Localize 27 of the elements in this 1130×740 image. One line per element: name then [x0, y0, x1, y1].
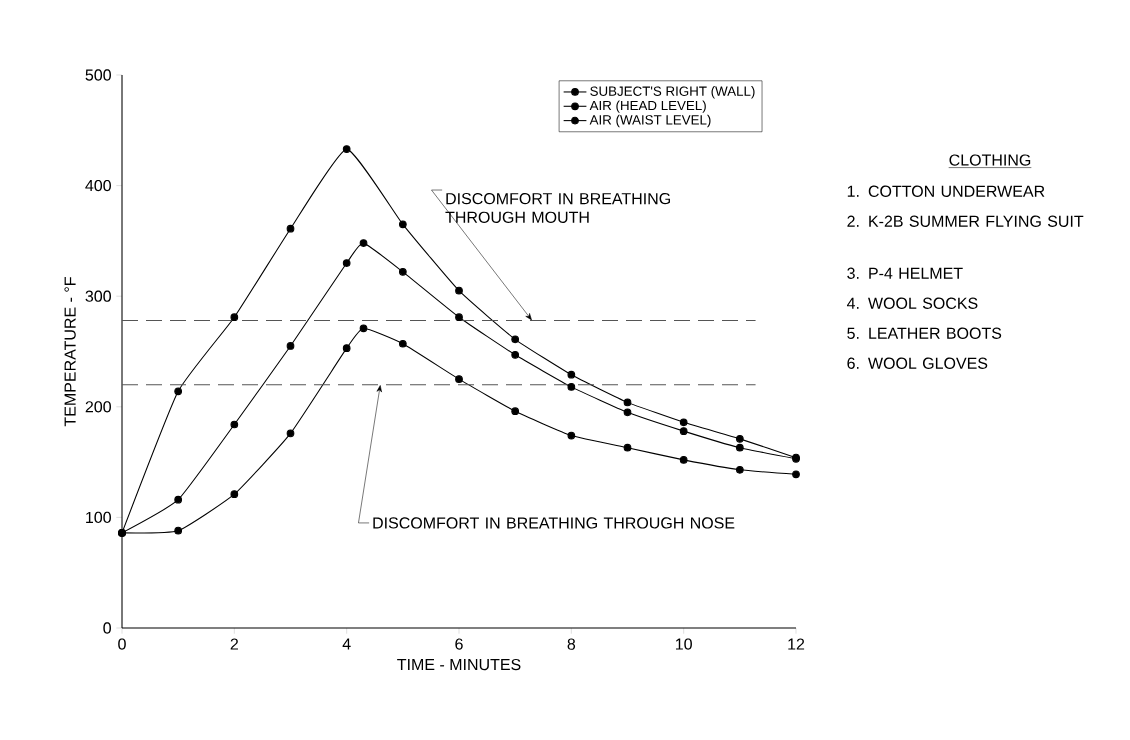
legend-label: SUBJECT'S RIGHT (WALL) — [590, 86, 755, 99]
y-tick-label: 300 — [85, 290, 111, 302]
text: 3. P-4 HELMET — [847, 267, 963, 279]
text: 2. K-2B SUMMER FLYING SUIT — [847, 215, 1084, 227]
x-tick-label: 12 — [788, 638, 805, 650]
x-tick-label: 8 — [567, 638, 576, 650]
y-tick-label: 400 — [85, 179, 111, 192]
y-tick-label: 100 — [86, 511, 111, 524]
annotation: DISCOMFORT IN BREATHING THROUGH MOUTH — [445, 192, 670, 223]
x-tick-label: 4 — [342, 638, 351, 650]
y-tick-label: 200 — [85, 401, 111, 413]
text: 6. WOOL GLOVES — [847, 357, 988, 369]
text: 5. LEATHER BOOTS — [847, 327, 1002, 339]
y-tick-label: 500 — [85, 69, 111, 81]
text: 4. WOOL SOCKS — [846, 297, 978, 309]
x-tick-label: 10 — [675, 638, 692, 650]
x-axis-title: TIME - MINUTES — [397, 658, 521, 671]
x-tick-label: 0 — [118, 638, 126, 650]
legend-label: AIR (WAIST LEVEL) — [589, 114, 711, 128]
text: CLOTHING — [949, 154, 1031, 166]
y-tick-label: 0 — [103, 622, 111, 634]
annotation: DISCOMFORT IN BREATHING THROUGH NOSE — [373, 517, 735, 529]
y-axis-title: TEMPERATURE - °F — [64, 277, 76, 427]
x-tick-label: 2 — [230, 638, 238, 650]
legend-label: AIR (HEAD LEVEL) — [589, 100, 706, 113]
x-tick-label: 6 — [455, 638, 463, 650]
text: 1. COTTON UNDERWEAR — [847, 185, 1045, 197]
